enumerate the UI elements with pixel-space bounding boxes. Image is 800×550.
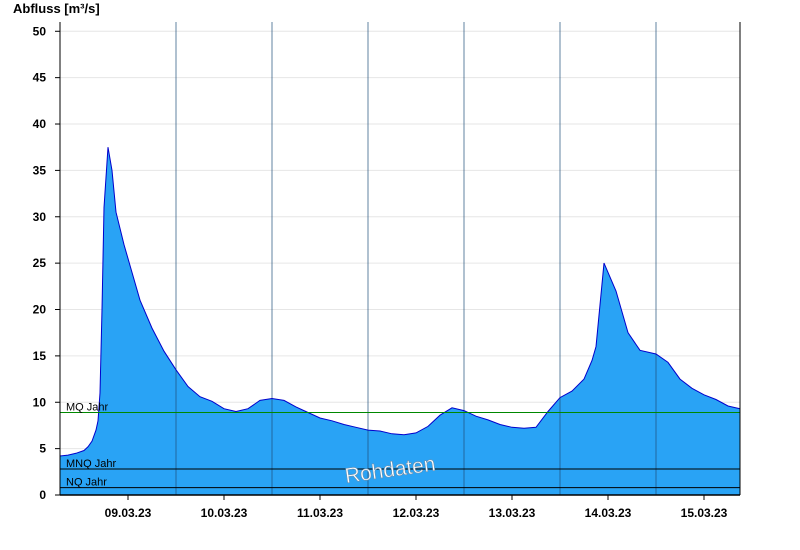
y-tick-label: 25 xyxy=(33,256,47,270)
reference-line-label: NQ Jahr xyxy=(66,477,107,489)
reference-line-label: MQ Jahr xyxy=(66,401,109,413)
discharge-area xyxy=(60,147,740,495)
x-tick-label: 10.03.23 xyxy=(201,506,248,520)
reference-line-label: MNQ Jahr xyxy=(66,458,116,470)
y-tick-label: 0 xyxy=(39,488,46,502)
y-tick-label: 5 xyxy=(39,442,46,456)
reference-lines: MQ Jahr MNQ Jahr NQ Jahr xyxy=(60,401,740,489)
axes xyxy=(59,22,741,496)
x-tick-label: 11.03.23 xyxy=(297,506,343,520)
y-tick-label: 50 xyxy=(33,24,47,38)
y-tick-label: 45 xyxy=(33,71,47,85)
y-axis-label: Abfluss [m³/s] xyxy=(13,1,100,16)
x-tick-label: 09.03.23 xyxy=(105,506,152,520)
y-tick-label: 15 xyxy=(33,349,47,363)
x-tick-label: 12.03.23 xyxy=(393,506,440,520)
y-tick-label: 40 xyxy=(33,117,47,131)
y-tick-label: 20 xyxy=(33,303,47,317)
y-tick-label: 10 xyxy=(33,395,47,409)
discharge-line xyxy=(59,147,741,457)
x-ticks: 09.03.23 10.03.23 11.03.23 12.03.23 13.03.23… xyxy=(105,495,728,520)
x-tick-label: 13.03.23 xyxy=(489,506,536,520)
x-tick-label: 15.03.23 xyxy=(681,506,728,520)
y-tick-label: 30 xyxy=(33,210,47,224)
y-tick-label: 35 xyxy=(33,163,47,177)
x-tick-label: 14.03.23 xyxy=(585,506,632,520)
y-ticks: 0 5 10 15 20 25 30 35 40 45 50 xyxy=(33,24,60,502)
day-separators xyxy=(175,22,657,495)
